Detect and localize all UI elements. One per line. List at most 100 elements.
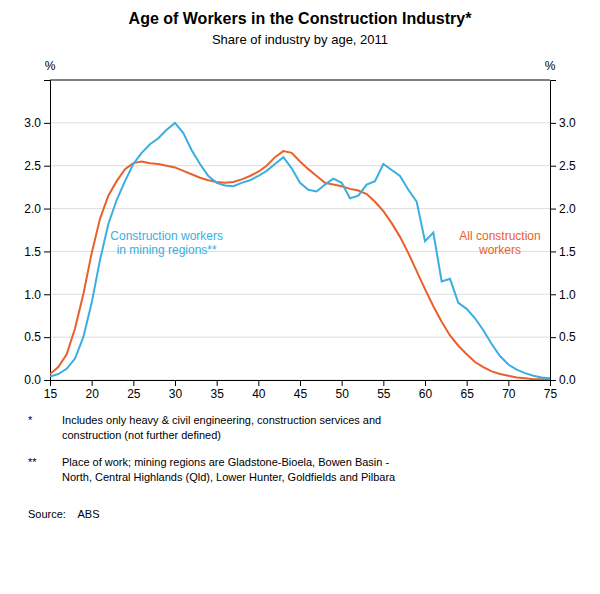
tick: 1.0 [550,288,576,302]
tick-label: 1.0 [559,288,576,302]
plot: 152025303540455055606570750.00.51.01.52.… [24,59,576,401]
series-line [50,151,550,379]
tick: 1.5 [550,245,576,259]
tick: 75 [544,380,558,401]
tick-label: 2.0 [24,202,41,216]
tick: 1.0 [24,288,50,302]
tick-mark [508,380,509,386]
footnote: Place of work; mining regions are Gladst… [62,456,396,483]
tick-mark [258,380,259,386]
tick-mark [550,123,556,124]
tick: 40 [252,380,266,401]
tick-mark [44,337,50,338]
tick: 0.0 [550,373,576,387]
source: Source: ABS [28,508,100,520]
footnote-marker: * [28,414,33,426]
tick: 2.5 [24,159,50,173]
tick-mark [92,380,93,386]
tick: 20 [85,380,99,401]
series-label-line: All construction [459,229,540,243]
title: Age of Workers in the Construction Indus… [129,10,473,27]
grid [50,123,550,380]
grid-line [50,208,550,209]
tick-label: 65 [460,387,474,401]
tick-label: 3.0 [24,116,41,130]
x-axis: 15 20 25 30 35 40 45 50 55 60 65 70 75 [44,380,558,401]
tick-mark [217,380,218,386]
tick: 55 [377,380,391,401]
tick-label: 50 [335,387,349,401]
tick: 0.5 [24,330,50,344]
subtitle: Share of industry by age, 2011 [212,32,388,47]
tick: 50 [335,380,349,401]
footnote-line: Includes only heavy & civil engineering,… [62,414,381,426]
tick-label: 0.5 [24,330,41,344]
grid-line [50,337,550,338]
tick: 2.5 [550,159,576,173]
grid-line [50,122,550,123]
tick: 25 [127,380,141,401]
tick-label: 75 [544,387,558,401]
tick-mark [425,380,426,386]
tick-mark [550,337,556,338]
series-label: Construction workersin mining regions** [110,229,223,257]
tick: 60 [419,380,433,401]
tick: 1.5 [24,245,50,259]
tick: 2.0 [24,202,50,216]
footnote-line: Place of work; mining regions are Gladst… [62,456,389,468]
series-label-line: Construction workers [110,229,223,243]
series-label-line: in mining regions** [117,243,217,257]
grid-line [50,294,550,295]
frame-top [50,80,550,81]
grid-line [50,165,550,166]
y-axis-label: % [45,59,56,73]
tick: 3.0 [24,116,50,130]
tick-label: 25 [127,387,141,401]
y-axis: 0.0 0.5 1.0 1.5 2.0 2.5 3.0 [24,81,50,388]
footnote: Includes only heavy & civil engineering,… [62,414,381,441]
y2-axis: 0.0 0.5 1.0 1.5 2.0 2.5 3.0 [550,81,576,388]
tick: 0.5 [550,330,576,344]
tick-label: 0.5 [559,330,576,344]
tick-mark [44,294,50,295]
series-label-line: workers [478,243,521,257]
tick-label: 2.5 [559,159,576,173]
chart: Age of Workers in the Construction Indus… [0,0,600,594]
tick: 0.0 [24,373,50,387]
tick-label: 40 [252,387,266,401]
series-label: All constructionworkers [459,229,540,257]
tick-mark [550,380,556,381]
tick: 65 [460,380,474,401]
tick-mark [550,209,556,210]
tick-mark [44,123,50,124]
tick: 70 [502,380,516,401]
tick-mark [342,380,343,386]
footnote-line: North, Central Highlands (Qld), Lower Hu… [62,471,396,483]
tick-label: 15 [44,387,58,401]
tick-label: 45 [294,387,308,401]
tick-mark [44,209,50,210]
y2-axis-label: % [545,59,556,73]
tick-label: 3.0 [559,116,576,130]
tick-mark [467,380,468,386]
tick-label: 2.5 [24,159,41,173]
tick-mark [550,251,556,252]
tick-label: 1.5 [559,245,576,259]
tick-label: 0.0 [24,373,41,387]
tick-mark [300,380,301,386]
tick-label: 70 [502,387,516,401]
tick: 2.0 [550,202,576,216]
tick-label: 60 [419,387,433,401]
tick: 3.0 [550,116,576,130]
tick-mark [550,166,556,167]
tick-label: 35 [210,387,224,401]
tick-label: 30 [169,387,183,401]
tick-mark [133,380,134,386]
tick: 15 [44,380,58,401]
tick-mark [550,294,556,295]
footnote-marker: ** [28,456,37,468]
tick-label: 55 [377,387,391,401]
tick-label: 0.0 [559,373,576,387]
tick-mark [44,380,50,381]
series-line [50,123,550,378]
